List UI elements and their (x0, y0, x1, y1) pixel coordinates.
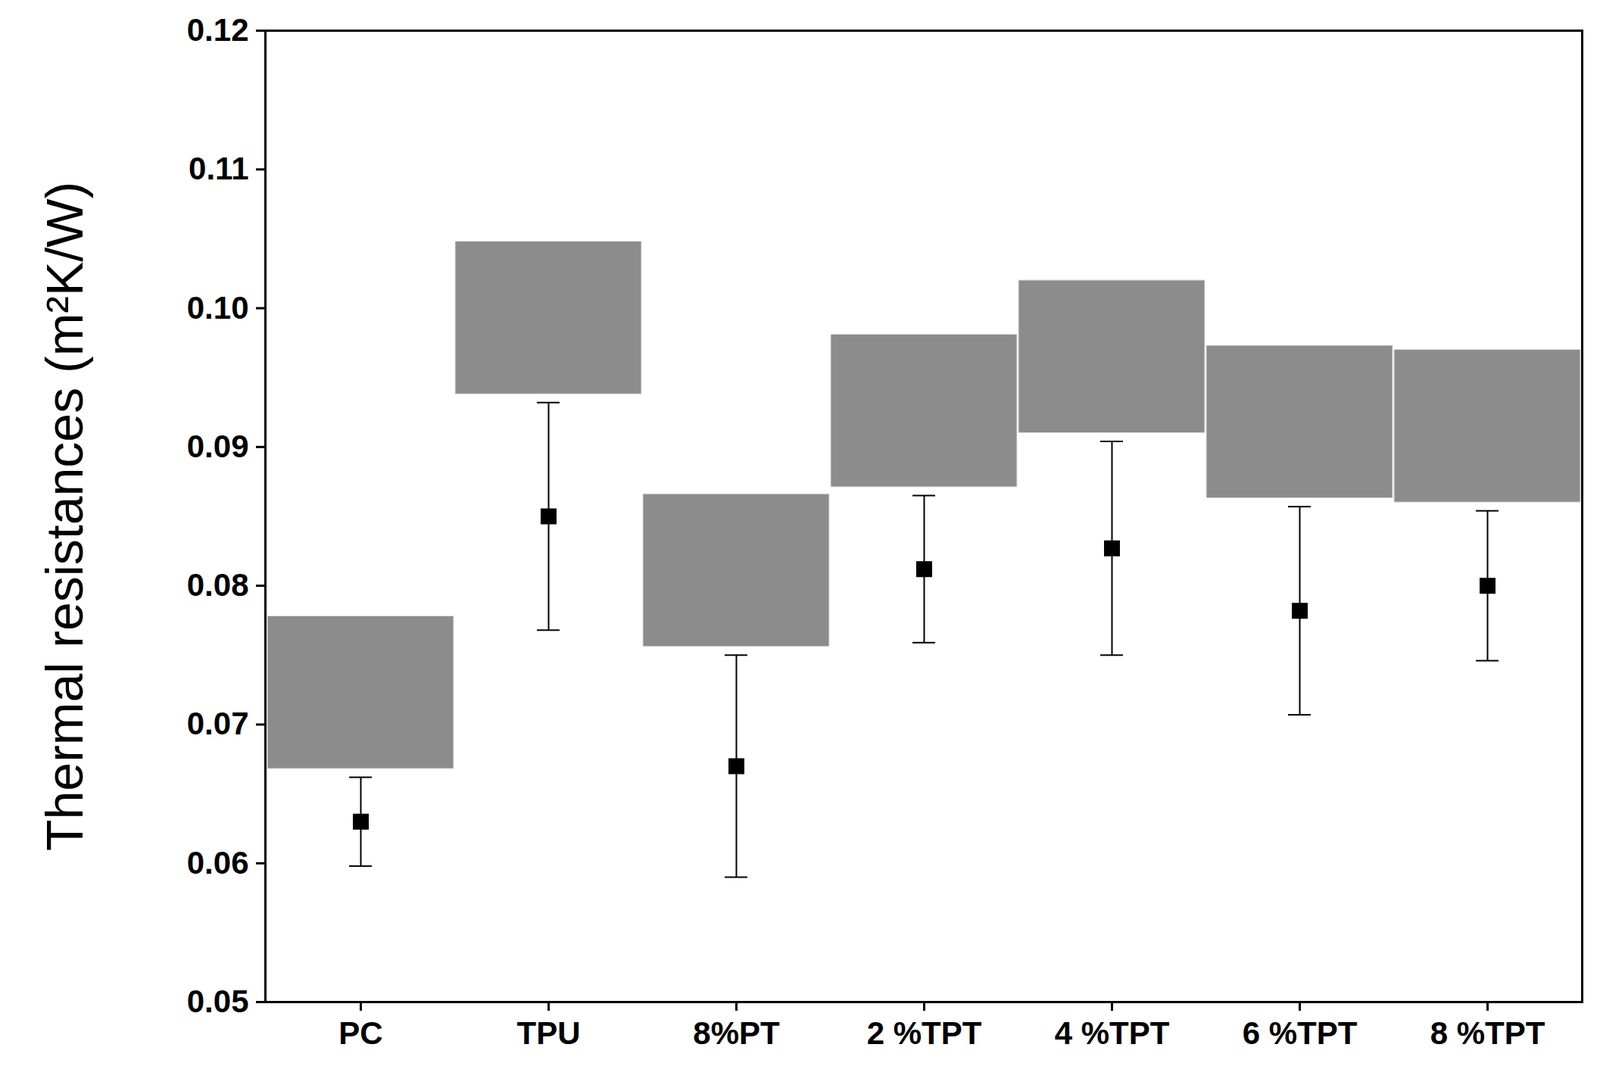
svg-text:PC: PC (338, 1015, 383, 1052)
svg-text:6 %TPT: 6 %TPT (1242, 1015, 1358, 1052)
svg-text:4 %TPT: 4 %TPT (1054, 1015, 1170, 1052)
svg-text:0.09: 0.09 (187, 428, 250, 465)
svg-text:TPU: TPU (517, 1015, 581, 1052)
svg-text:0.10: 0.10 (187, 290, 250, 326)
svg-text:8%PT: 8%PT (692, 1015, 780, 1052)
svg-text:Thermal resistances (m²K/W): Thermal resistances (m²K/W) (35, 181, 94, 852)
svg-text:0.06: 0.06 (187, 845, 250, 881)
svg-text:0.07: 0.07 (187, 705, 250, 742)
svg-text:0.05: 0.05 (187, 983, 250, 1020)
svg-text:0.11: 0.11 (188, 150, 249, 187)
svg-text:2 %TPT: 2 %TPT (867, 1015, 983, 1052)
svg-text:8 %TPT: 8 %TPT (1430, 1015, 1546, 1052)
svg-text:0.08: 0.08 (187, 567, 250, 603)
svg-text:0.12: 0.12 (187, 12, 250, 48)
